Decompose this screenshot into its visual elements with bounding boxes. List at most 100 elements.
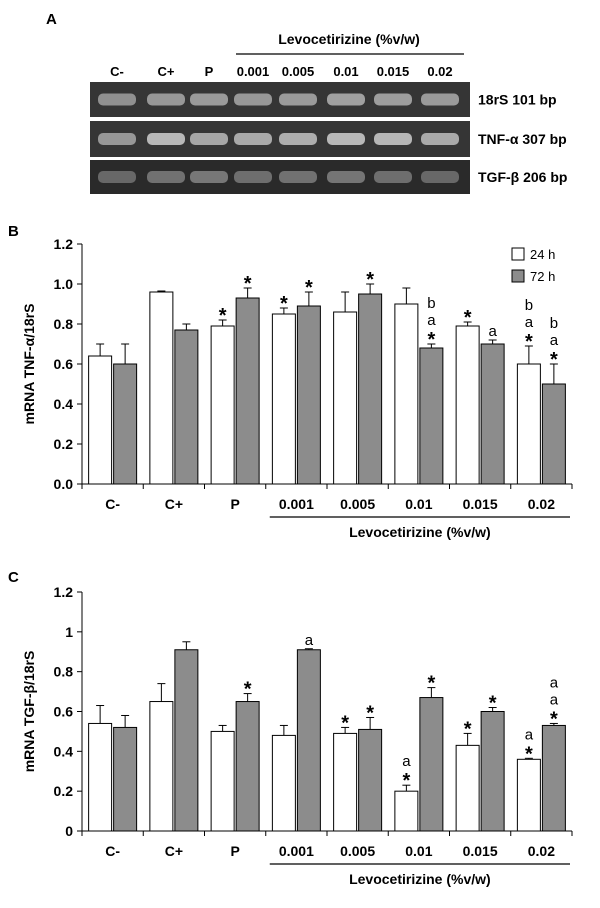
y-tick-label: 0.8	[54, 664, 74, 680]
gel-0: 18rS 101 bp	[90, 82, 557, 117]
y-tick-label: 0.2	[54, 436, 74, 452]
category-label: 0.02	[528, 496, 555, 512]
bar-72h	[419, 347, 444, 485]
bar-72h	[541, 724, 566, 832]
gel-images: 18rS 101 bp TNF-α 307 bp TGF-β 206 bp	[90, 82, 567, 194]
category-label: P	[230, 496, 239, 512]
y-tick-label: 0	[65, 823, 73, 839]
gel-band	[421, 171, 459, 183]
bar-72h	[480, 343, 505, 485]
lane-label: 0.01	[333, 64, 358, 79]
gel-band	[147, 133, 185, 145]
category-label: P	[230, 843, 239, 859]
legend-label: 72 h	[530, 269, 555, 284]
lane-labels: C- C+ P 0.001 0.005 0.01 0.015 0.02	[110, 64, 453, 79]
gel-band	[421, 93, 459, 106]
gel-band	[327, 93, 365, 106]
legend-label: 24 h	[530, 247, 555, 262]
significance-mark: *	[427, 673, 435, 695]
bar-24h	[88, 722, 113, 832]
gel-band	[190, 171, 228, 183]
gel-marker-label: TGF-β 206 bp	[478, 169, 567, 185]
significance-mark: a	[427, 312, 436, 329]
bar-72h	[174, 649, 199, 832]
y-tick-label: 1.2	[54, 584, 74, 600]
bar-24h	[210, 730, 235, 832]
y-tick-label: 0.6	[54, 356, 74, 372]
bar-72h	[358, 728, 383, 832]
bar-72h	[419, 697, 444, 832]
gel-band	[234, 133, 272, 145]
gel-1: TNF-α 307 bp	[90, 121, 567, 157]
category-label: C-	[105, 496, 120, 512]
gel-band	[147, 171, 185, 183]
significance-mark: *	[550, 349, 558, 371]
category-label: C+	[165, 496, 183, 512]
category-label: 0.01	[405, 843, 432, 859]
lane-label: 0.02	[427, 64, 452, 79]
gel-band	[190, 93, 228, 106]
gel-band	[327, 171, 365, 183]
category-label: 0.01	[405, 496, 432, 512]
y-tick-label: 1.2	[54, 236, 74, 252]
panel-b-label: B	[8, 223, 19, 240]
bar-24h	[149, 291, 174, 485]
gel-band	[279, 133, 317, 145]
significance-mark: *	[305, 277, 313, 299]
bar-24h	[516, 758, 541, 832]
category-label: C-	[105, 843, 120, 859]
significance-mark: a	[305, 632, 314, 649]
significance-mark: a	[488, 323, 497, 340]
gel-band	[374, 133, 412, 145]
lane-label: 0.001	[237, 64, 270, 79]
significance-mark: *	[366, 269, 374, 291]
treatment-label: Levocetirizine (%v/w)	[349, 871, 491, 887]
category-label: C+	[165, 843, 183, 859]
bar-24h	[455, 744, 480, 832]
bar-72h	[174, 329, 199, 485]
significance-mark: *	[244, 273, 252, 295]
significance-mark: b	[550, 315, 558, 332]
bar-72h	[480, 711, 505, 832]
gel-marker-label: 18rS 101 bp	[478, 92, 557, 108]
lane-label: C+	[158, 64, 175, 79]
significance-mark: *	[525, 743, 533, 765]
y-axis-label: mRNA TGF-β/18rS	[21, 651, 37, 773]
panel-a-label: A	[46, 11, 57, 28]
bar-72h	[235, 297, 260, 485]
bar-72h	[113, 363, 138, 485]
bar-24h	[333, 732, 358, 832]
significance-mark: *	[244, 679, 252, 701]
significance-mark: a	[550, 332, 559, 349]
bar-24h	[394, 303, 419, 485]
gel-band	[234, 93, 272, 106]
category-label: 0.001	[279, 843, 314, 859]
gel-band	[98, 171, 136, 183]
significance-mark: a	[550, 674, 559, 691]
y-axis-label: mRNA TNF-α/18rS	[21, 304, 37, 425]
gel-band	[234, 171, 272, 183]
bar-24h	[271, 734, 296, 832]
panel-b-chart: B 0.0 0.2 0.4 0.6 0.8 1.0 1.2 mRNA TNF-α/18rS * *…	[8, 223, 573, 540]
category-label: 0.015	[463, 496, 498, 512]
gel-band	[98, 93, 136, 106]
bar-24h	[455, 325, 480, 485]
gel-2: TGF-β 206 bp	[90, 160, 567, 194]
bar-24h	[149, 701, 174, 832]
gel-band	[190, 133, 228, 145]
bar-24h	[271, 313, 296, 485]
significance-mark: *	[550, 708, 558, 730]
gel-band	[374, 93, 412, 106]
bar-24h	[333, 311, 358, 485]
category-label: 0.005	[340, 843, 375, 859]
significance-mark: *	[427, 329, 435, 351]
bar-72h	[358, 293, 383, 485]
y-tick-label: 1.0	[54, 276, 74, 292]
significance-mark: b	[427, 295, 435, 312]
bar-24h	[88, 355, 113, 485]
bar-72h	[296, 305, 321, 485]
legend-swatch	[511, 269, 525, 283]
significance-mark: *	[464, 307, 472, 329]
y-tick-label: 1	[65, 624, 73, 640]
